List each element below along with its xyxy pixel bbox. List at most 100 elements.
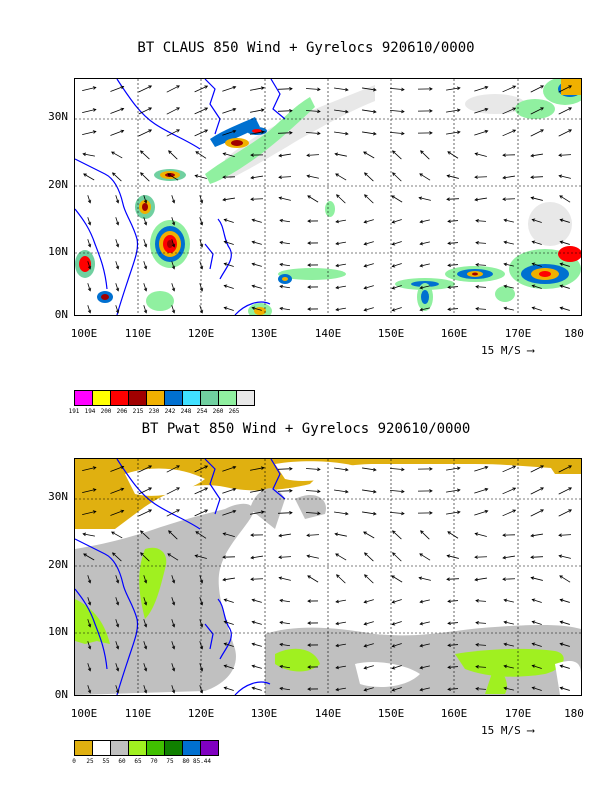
wind-vector-head	[222, 152, 227, 156]
wind-vector-head	[559, 664, 564, 668]
wind-vector	[305, 490, 321, 492]
wind-vector-head	[199, 287, 204, 292]
wind-vector	[110, 130, 124, 136]
wind-vector-head	[391, 688, 396, 692]
wind-vector-head	[475, 599, 479, 603]
wind-vector	[475, 577, 487, 581]
wind-vector	[392, 285, 402, 289]
wind-vector	[82, 87, 96, 91]
wind-vector-head	[484, 129, 489, 134]
wind-vector	[199, 305, 203, 313]
wind-vector	[277, 110, 293, 112]
wind-vector	[199, 195, 203, 203]
wind-vector	[419, 173, 431, 181]
wind-vector	[559, 175, 571, 179]
wind-vector	[389, 467, 405, 471]
bottom-scale: 15 M/S ⟶	[481, 724, 534, 737]
wind-vector	[252, 285, 262, 289]
wind-vector-head	[559, 598, 564, 602]
wind-vector-head	[530, 576, 535, 580]
wind-vector	[250, 467, 264, 471]
wind-vector	[171, 685, 175, 693]
wind-vector	[115, 663, 119, 671]
wind-vector-head	[418, 576, 423, 580]
wind-vector	[279, 219, 291, 223]
wind-vector-head	[171, 623, 176, 628]
wind-vector	[195, 555, 207, 559]
wind-vector-head	[502, 577, 506, 581]
bottom-lon-label-150e: 150E	[377, 707, 405, 720]
wind-vector-head	[260, 488, 265, 492]
coastlines	[75, 459, 286, 695]
wind-vector	[115, 261, 119, 269]
wind-vector-head	[419, 665, 424, 670]
wind-vector-head	[364, 172, 368, 176]
wind-vector-head	[92, 108, 97, 112]
wind-vector-head	[512, 107, 517, 111]
wind-vector-head	[168, 150, 172, 154]
wind-vector-head	[364, 574, 368, 578]
wind-vector-head	[232, 509, 237, 514]
bottom-colorbar-swatch	[146, 740, 165, 756]
wind-vector	[199, 261, 203, 269]
wind-vector-head	[232, 85, 237, 90]
bottom-colorbar	[74, 740, 219, 756]
wind-vector	[222, 86, 236, 92]
wind-vector-head	[401, 489, 405, 494]
wind-vector-head	[317, 109, 321, 114]
wind-vector-head	[306, 554, 311, 558]
top-colorbar-swatch	[92, 390, 111, 406]
wind-vector	[336, 599, 346, 603]
wind-vector	[531, 533, 543, 537]
top-lon-label-150e: 150E	[377, 327, 405, 340]
wind-vector-head	[531, 664, 536, 668]
wind-vector-head	[83, 173, 87, 177]
wind-vector-head	[503, 598, 508, 603]
wind-vector-head	[143, 309, 148, 314]
wind-vector-head	[278, 576, 283, 580]
wind-vector-head	[475, 263, 479, 267]
wind-vector-head	[392, 172, 396, 176]
wind-vector	[420, 307, 430, 311]
wind-vector	[143, 663, 147, 671]
wind-vector-head	[568, 509, 573, 513]
wind-vector	[87, 619, 91, 627]
wind-vector	[530, 176, 544, 178]
top-lon-label-130e: 130E	[250, 327, 278, 340]
wind-vector-head	[335, 241, 340, 246]
wind-vector-head	[447, 307, 451, 312]
wind-vector-head	[419, 241, 424, 246]
wind-vector	[143, 283, 147, 291]
wind-vector-head	[317, 467, 321, 472]
wind-vector-head	[317, 489, 321, 494]
wind-vector	[223, 197, 235, 201]
wind-vector	[446, 87, 460, 91]
wind-vector	[87, 663, 91, 671]
wind-vector-head	[447, 621, 451, 626]
wind-vector-head	[307, 687, 311, 691]
wind-vector-head	[148, 129, 153, 133]
wind-vector-head	[419, 687, 424, 692]
wind-vector-head	[475, 643, 479, 647]
wind-vector-head	[279, 240, 284, 245]
wind-vector-head	[115, 199, 120, 204]
wind-vector	[87, 239, 91, 247]
wind-vector	[87, 575, 91, 583]
wind-vector	[224, 307, 234, 311]
wind-vector-head	[115, 667, 120, 672]
wind-vector	[305, 512, 321, 514]
wind-vector	[224, 621, 234, 625]
wind-vector	[307, 575, 319, 583]
top-colorbar-tick-label: 194	[84, 408, 96, 415]
bottom-colorbar-swatch	[182, 740, 201, 756]
wind-vector-head	[83, 553, 87, 557]
wind-vector-head	[167, 553, 171, 557]
wind-vector-head	[232, 129, 237, 134]
top-colorbar-swatch	[74, 390, 93, 406]
wind-vector	[199, 597, 203, 605]
wind-vector-head	[148, 465, 153, 469]
wind-vector-head	[92, 130, 97, 134]
wind-vector-head	[419, 599, 424, 604]
bottom-lon-label-120e: 120E	[187, 707, 215, 720]
wind-vector	[199, 641, 203, 649]
